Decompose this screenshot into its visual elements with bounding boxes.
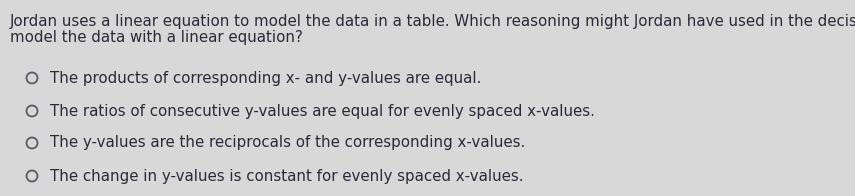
Text: Jordan uses a linear equation to model the data in a table. Which reasoning migh: Jordan uses a linear equation to model t… bbox=[10, 14, 855, 29]
Text: The ratios of consecutive y-values are equal for evenly spaced x-values.: The ratios of consecutive y-values are e… bbox=[50, 103, 595, 119]
Text: The y-values are the reciprocals of the corresponding x-values.: The y-values are the reciprocals of the … bbox=[50, 135, 525, 151]
Text: The change in y-values is constant for evenly spaced x-values.: The change in y-values is constant for e… bbox=[50, 169, 523, 183]
Text: model the data with a linear equation?: model the data with a linear equation? bbox=[10, 30, 303, 45]
Text: The products of corresponding x- and y-values are equal.: The products of corresponding x- and y-v… bbox=[50, 71, 481, 85]
